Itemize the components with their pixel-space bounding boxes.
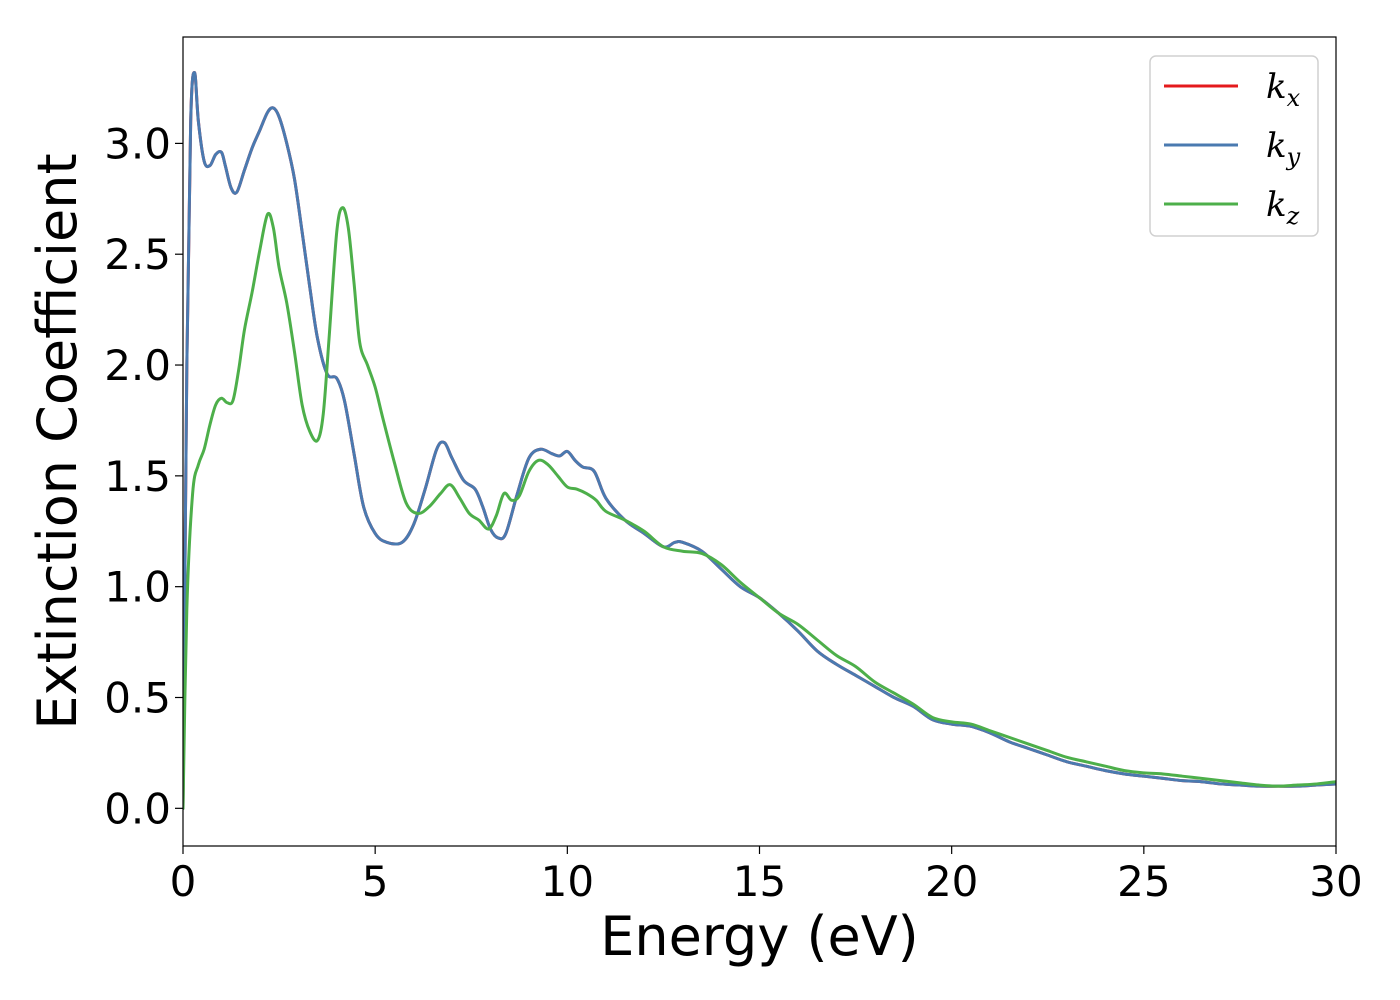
y-axis-title: Extinction Coefficient [26,153,89,729]
x-tick-label: 20 [925,857,978,906]
y-tick-label: 2.5 [104,230,171,279]
series-layer [183,70,1336,810]
y-tick-label: 0.0 [104,784,171,833]
legend-label-subscript: x [1287,84,1301,112]
legend-label-x: kx [1266,67,1301,112]
x-tick-label: 0 [170,857,197,906]
series-line-z [183,206,1336,810]
x-tick-label: 5 [362,857,389,906]
x-tick-label: 10 [541,857,594,906]
legend-label-z: kz [1266,185,1300,230]
legend-label-base: k [1266,185,1287,225]
y-axis: 0.0 0.5 1.0 1.5 2.0 2.5 3.0 [104,119,183,833]
legend-label-subscript: y [1286,143,1301,171]
x-axis: 0 5 10 15 20 25 30 [170,846,1363,906]
series-line-y [183,70,1336,810]
x-tick-label: 30 [1309,857,1362,906]
y-tick-label: 2.0 [104,341,171,390]
legend-label-base: k [1266,67,1287,107]
y-tick-label: 0.5 [104,673,171,722]
x-tick-label: 15 [733,857,786,906]
legend-label-subscript: z [1286,202,1300,230]
legend-label-base: k [1266,126,1287,166]
x-axis-title: Energy (eV) [600,905,919,968]
y-tick-label: 1.5 [104,452,171,501]
y-tick-label: 1.0 [104,563,171,612]
legend-label-y: ky [1266,126,1301,171]
y-tick-label: 3.0 [104,119,171,168]
x-tick-label: 25 [1117,857,1170,906]
